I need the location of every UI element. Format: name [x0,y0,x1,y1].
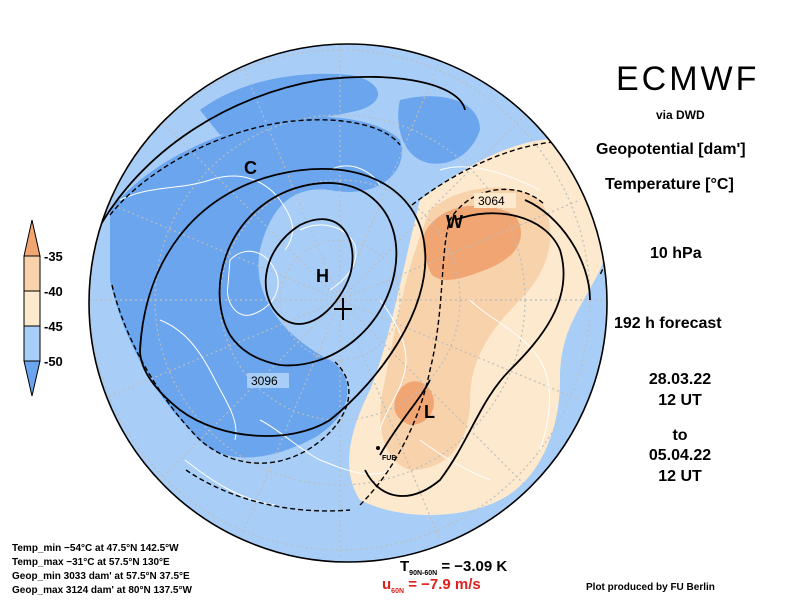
geopotential-contours [94,75,591,497]
coldest-region-east [398,96,480,164]
u-symbol: u [382,576,392,593]
high-center-label: H [316,266,329,286]
contour-label-bg [247,373,289,388]
stat-geop-min: Geop_min 3033 dam' at 57.5°N 37.5°E [12,571,190,582]
time-to: 12 UT [658,468,702,485]
colorbar: -35 -40 -45 -50 [23,219,63,397]
coldest-region [110,116,402,458]
u-subscript: 60N [391,588,405,595]
pressure-level: 10 hPa [650,245,702,262]
colorbar-label-35: -35 [44,249,63,264]
field-temperature: Temperature [°C] [605,176,734,193]
high-center-marker [334,298,352,320]
colorbar-mild [23,290,41,327]
field-geopotential: Geopotential [dam'] [596,141,746,158]
t-symbol: T [400,558,410,575]
map-disk [89,44,607,562]
colorbar-warm [23,255,41,292]
coldest-region-north [200,73,379,135]
low-center-label: C [244,158,257,178]
via-source: via DWD [656,108,705,122]
stat-temp-min: Temp_min −54°C at 47.5°N 142.5°W [12,543,179,554]
stat-temp-max: Temp_max −31°C at 57.5°N 130°E [12,557,170,568]
brand-title: ECMWF [616,60,760,98]
time-from: 12 UT [658,392,702,409]
date-to-word: to [672,427,688,444]
credit-line: Plot produced by FU Berlin [586,582,715,593]
forecast-hours: 192 h forecast [614,315,722,332]
low-center-label-south: L [424,402,435,422]
temperature-difference-index: T90N-60N = −3.09 K [400,558,507,577]
station-marker [376,446,380,450]
station-label: FUB [382,455,396,462]
colorbar-label-40: -40 [44,284,63,299]
warm-center-label: W [446,212,463,232]
colorbar-bottom-arrow [23,360,41,397]
t-value: = −3.09 K [441,558,508,575]
colorbar-top-arrow [23,219,41,257]
t-subscript: 90N-60N [409,570,438,577]
date-from: 28.03.22 [648,371,712,388]
map-border [88,43,608,563]
warmest-region [422,205,522,280]
contour-label-3096: 3096 [251,374,278,388]
stat-geop-max: Geop_max 3124 dam' at 80°N 137.5°W [12,585,192,596]
contour-label-bg [474,193,516,208]
zonal-wind-index: u60N = −7.9 m/s [382,576,481,595]
date-to: 05.04.22 [648,447,712,464]
colorbar-label-50: -50 [44,354,63,369]
colorbar-cold [23,325,41,362]
colorbar-label-45: -45 [44,319,63,334]
u-value: = −7.9 m/s [408,576,481,593]
contour-label-3064: 3064 [478,194,505,208]
